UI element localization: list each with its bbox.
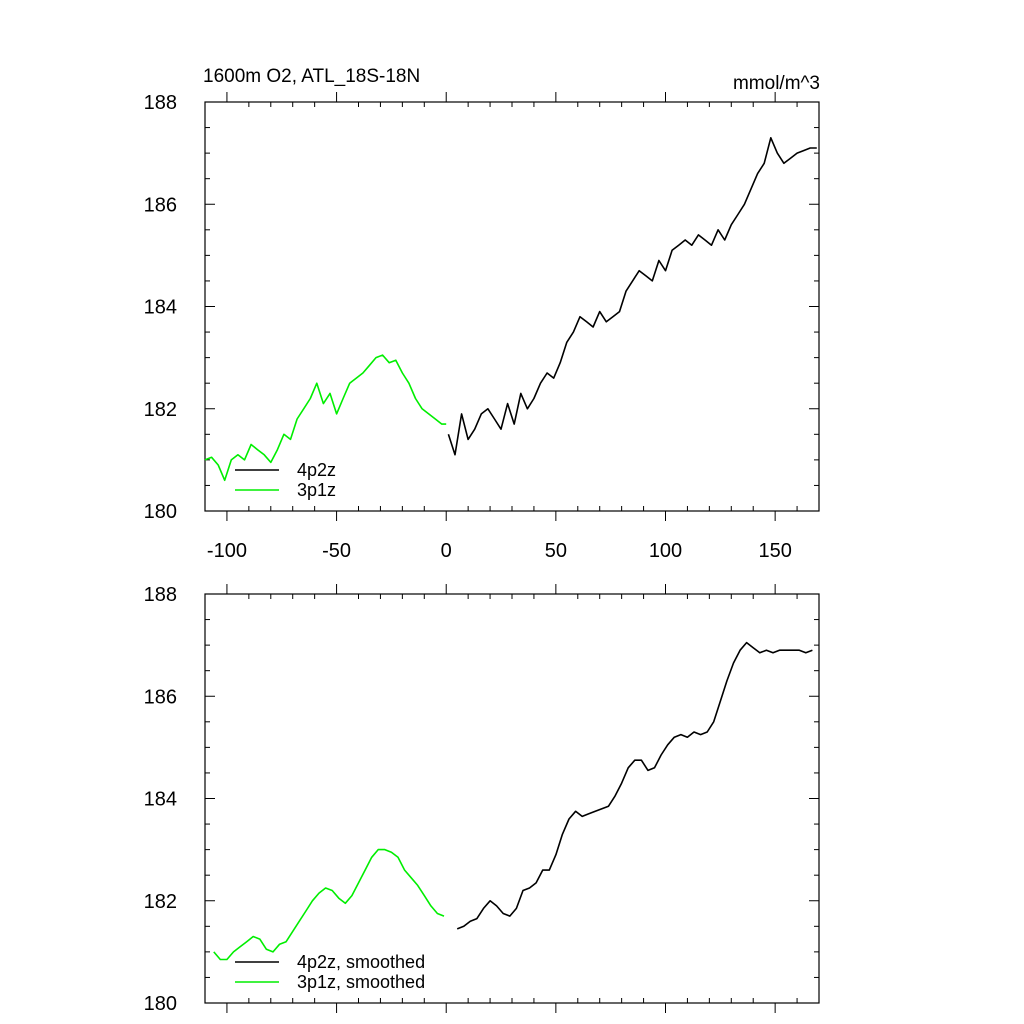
y-tick-label: 182: [144, 399, 177, 421]
x-tick-label: 100: [649, 540, 682, 562]
y-tick-label: 186: [144, 686, 177, 708]
chart-title: 1600m O2, ATL_18S-18N: [203, 66, 420, 87]
y-tick-label: 186: [144, 194, 177, 216]
y-axis-tick-labels: 180 182 184 186 188: [144, 584, 177, 1015]
legend: 4p2z 3p1z: [235, 460, 336, 500]
x-tick-label: 50: [545, 540, 567, 562]
series-line-4p2z-smoothed: [456, 641, 813, 930]
legend: 4p2z, smoothed 3p1z, smoothed: [235, 952, 425, 992]
legend-label-4p2z-smoothed: 4p2z, smoothed: [297, 952, 425, 972]
y-tick-label: 184: [144, 297, 177, 319]
legend-label-3p1z: 3p1z: [297, 480, 336, 500]
legend-label-4p2z: 4p2z: [297, 460, 336, 480]
y-tick-label: 188: [144, 92, 177, 114]
x-axis-tick-labels: -100 -50 0 50 100 150: [207, 540, 792, 562]
x-tick-label: -100: [207, 540, 247, 562]
series-line-3p1z-smoothed: [213, 848, 445, 961]
series-line-3p1z: [204, 354, 447, 482]
axis-ticks: [205, 584, 820, 1013]
plot-frame: [204, 101, 820, 512]
y-tick-label: 188: [144, 584, 177, 606]
series-lines: [213, 641, 813, 961]
series-lines: [204, 137, 817, 482]
y-axis-tick-labels: 180 182 184 186 188: [144, 92, 177, 523]
y-tick-label: 180: [144, 993, 177, 1015]
chart-panel-top: 1600m O2, ATL_18S-18N mmol/m^3 180 182 184…: [144, 66, 820, 562]
legend-label-3p1z-smoothed: 3p1z, smoothed: [297, 972, 425, 992]
x-tick-label: -50: [322, 540, 351, 562]
y-tick-label: 180: [144, 501, 177, 523]
chart-panel-bottom: 180 182 184 186 188 4p2z, smoothed 3p1z, smo…: [144, 584, 820, 1015]
y-tick-label: 182: [144, 891, 177, 913]
series-line-4p2z: [447, 137, 817, 456]
plot-frame: [204, 593, 820, 1004]
x-tick-label: 150: [758, 540, 791, 562]
x-tick-label: 0: [441, 540, 452, 562]
axis-ticks: [205, 92, 820, 521]
units-label: mmol/m^3: [733, 73, 820, 94]
y-tick-label: 184: [144, 789, 177, 811]
